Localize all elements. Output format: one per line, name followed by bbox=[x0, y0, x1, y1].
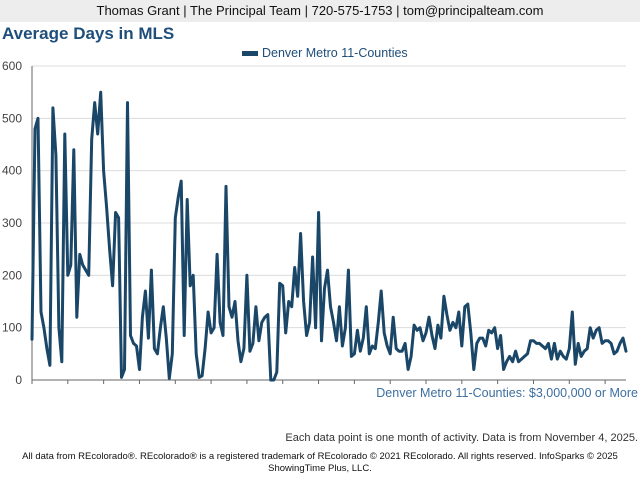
legend-swatch bbox=[242, 50, 258, 56]
x-tick-label: 1-2019 bbox=[372, 384, 410, 386]
y-tick-label: 500 bbox=[2, 111, 22, 125]
x-tick-label: 1-2025 bbox=[586, 384, 624, 386]
x-tick-label: 1-2009 bbox=[13, 384, 51, 386]
x-tick-label: 1-2021 bbox=[443, 384, 481, 386]
legend: Denver Metro 11-Counties bbox=[242, 46, 408, 60]
y-tick-label: 600 bbox=[2, 59, 22, 73]
y-tick-label: 300 bbox=[2, 216, 22, 230]
chart-title: Average Days in MLS bbox=[2, 24, 175, 43]
x-tick-label: 1-2013 bbox=[157, 384, 195, 386]
copyright-line-1: All data from REcolorado®. REcolorado® i… bbox=[22, 451, 618, 462]
x-tick-label: 1-2023 bbox=[515, 384, 553, 386]
copyright-line-2: ShowingTime Plus, LLC. bbox=[268, 463, 372, 474]
series-line bbox=[30, 90, 628, 382]
y-tick-label: 0 bbox=[15, 373, 22, 386]
line-chart: 0 100 200 300 400 500 600 1-2009 1-2011 1-2013 1-2… bbox=[2, 59, 628, 386]
x-tick-label: 1-2017 bbox=[300, 384, 338, 386]
x-tick-label: 1-2015 bbox=[228, 384, 266, 386]
x-tick-label: 1-2011 bbox=[85, 384, 122, 386]
chart-subtitle: Denver Metro 11-Counties: $3,000,000 or … bbox=[376, 386, 638, 400]
y-tick-label: 100 bbox=[2, 321, 22, 335]
contact-header: Thomas Grant | The Principal Team | 720-… bbox=[0, 0, 640, 22]
legend-label: Denver Metro 11-Counties bbox=[262, 46, 408, 60]
data-note: Each data point is one month of activity… bbox=[285, 432, 638, 444]
copyright: All data from REcolorado®. REcolorado® i… bbox=[0, 451, 640, 475]
y-tick-label: 400 bbox=[2, 164, 22, 178]
y-tick-label: 200 bbox=[2, 268, 22, 282]
